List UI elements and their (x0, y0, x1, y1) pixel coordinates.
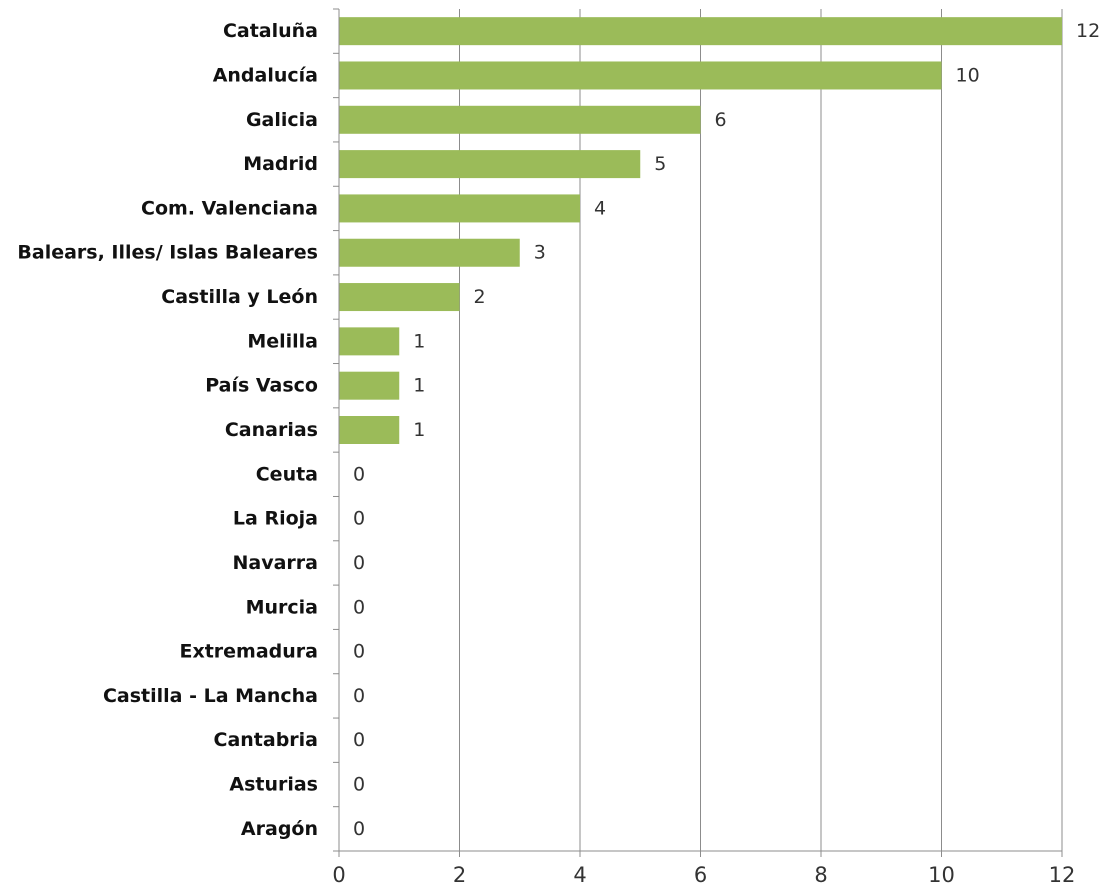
data-label: 10 (956, 64, 980, 86)
category-label: Cataluña (223, 20, 318, 42)
x-tick-label: 0 (332, 863, 345, 887)
category-label: Cantabria (214, 729, 319, 751)
data-label: 0 (353, 774, 365, 796)
x-tick-label: 2 (453, 863, 466, 887)
bar (339, 371, 400, 400)
data-label: 5 (654, 153, 666, 175)
data-label: 0 (353, 508, 365, 530)
data-label: 2 (474, 286, 486, 308)
category-label: La Rioja (233, 508, 318, 530)
data-label: 0 (353, 729, 365, 751)
data-label: 1 (413, 330, 425, 352)
x-tick-label: 10 (928, 863, 955, 887)
bars (339, 17, 1062, 444)
data-label: 0 (353, 463, 365, 485)
category-label: Balears, Illes/ Islas Baleares (17, 242, 318, 264)
bar (339, 327, 400, 356)
category-label: Galicia (246, 109, 318, 131)
category-label: Extremadura (179, 641, 318, 663)
data-label: 1 (413, 419, 425, 441)
data-label: 1 (413, 375, 425, 397)
bar (339, 283, 460, 312)
bar (339, 105, 701, 134)
category-label: Com. Valenciana (141, 197, 318, 219)
axes (333, 8, 1063, 857)
category-label: Navarra (233, 552, 319, 574)
data-label: 0 (353, 818, 365, 840)
data-label: 6 (715, 109, 727, 131)
bar (339, 238, 520, 267)
data-label: 0 (353, 596, 365, 618)
x-tick-label: 6 (694, 863, 707, 887)
category-label: Castilla - La Mancha (103, 685, 318, 707)
data-label: 12 (1076, 20, 1100, 42)
category-label: Ceuta (256, 463, 318, 485)
data-label: 3 (534, 242, 546, 264)
category-label: Aragón (241, 818, 318, 840)
gridlines (459, 9, 1063, 851)
data-label: 0 (353, 552, 365, 574)
x-tick-label: 12 (1049, 863, 1076, 887)
bar (339, 194, 580, 223)
x-tick-label: 4 (573, 863, 586, 887)
data-label: 0 (353, 641, 365, 663)
bar (339, 150, 641, 179)
x-tick-label: 8 (814, 863, 827, 887)
category-label: Canarias (225, 419, 318, 441)
category-label: País Vasco (205, 375, 318, 397)
bar (339, 61, 942, 90)
bar (339, 17, 1062, 46)
data-label: 4 (594, 197, 606, 219)
category-label: Madrid (243, 153, 318, 175)
category-label: Melilla (247, 330, 318, 352)
bar (339, 416, 400, 444)
category-label: Murcia (246, 596, 318, 618)
category-label: Asturias (229, 774, 318, 796)
category-label: Castilla y León (161, 286, 318, 308)
category-label: Andalucía (213, 64, 318, 86)
data-label: 0 (353, 685, 365, 707)
